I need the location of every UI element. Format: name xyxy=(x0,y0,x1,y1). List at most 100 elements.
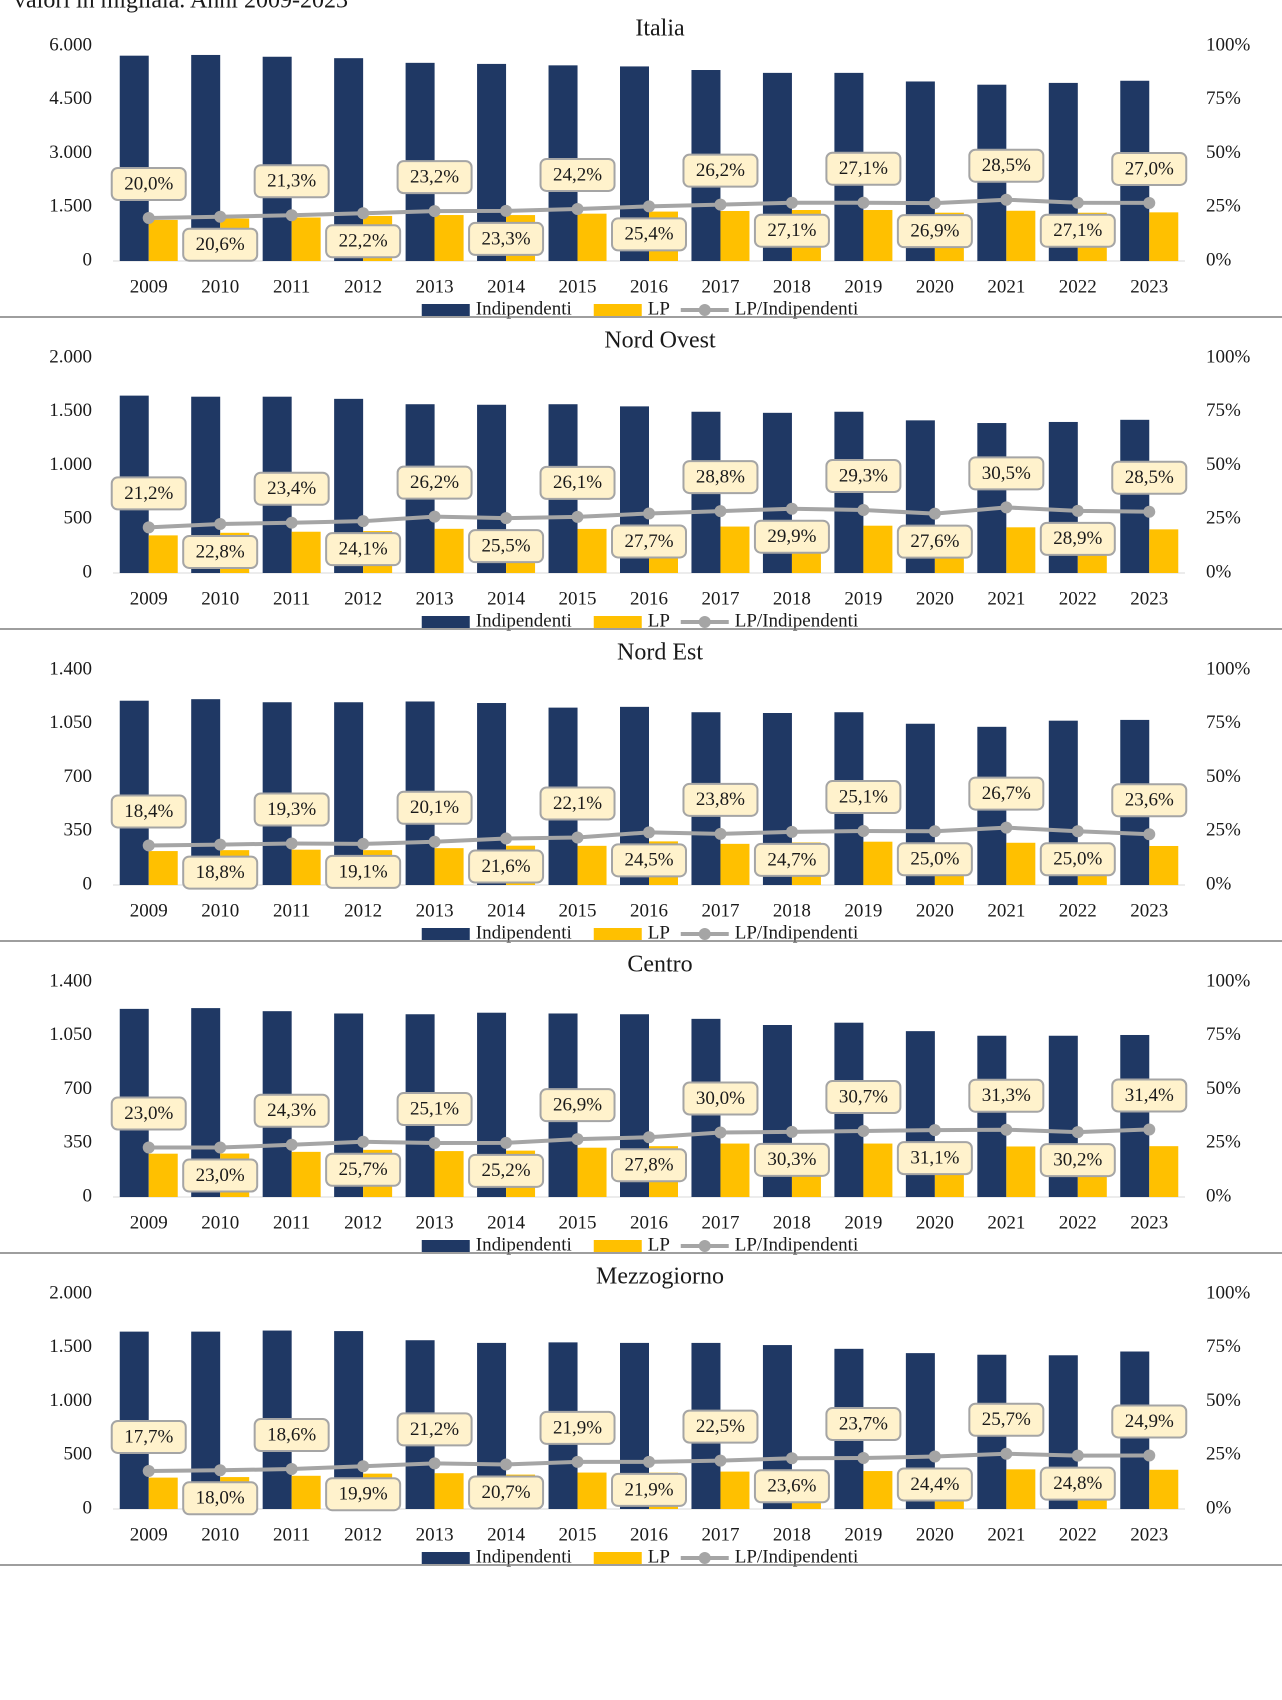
data-label: 31,3% xyxy=(982,1085,1031,1106)
line-marker xyxy=(714,827,727,840)
line-marker xyxy=(428,510,441,523)
label-box xyxy=(1039,1466,1116,1501)
x-tick-label: 2009 xyxy=(130,588,168,609)
bar xyxy=(720,843,750,885)
line-marker xyxy=(428,835,441,848)
line-marker xyxy=(285,209,298,222)
data-label: 23,0% xyxy=(196,1165,245,1186)
label-box xyxy=(1039,521,1116,556)
bar xyxy=(334,702,364,885)
bar xyxy=(1006,842,1036,885)
y-tick-label: 1.500 xyxy=(49,196,92,217)
data-label: 26,2% xyxy=(696,160,745,181)
x-tick-label: 2013 xyxy=(416,276,454,297)
bar xyxy=(434,1473,464,1509)
bar xyxy=(1006,1146,1036,1197)
bar xyxy=(191,1331,221,1509)
legend-swatch xyxy=(698,1240,711,1252)
label-box xyxy=(253,164,330,199)
legend-swatch xyxy=(698,928,711,940)
x-tick-label: 2010 xyxy=(201,1524,239,1545)
data-label: 23,6% xyxy=(767,1476,816,1497)
bar xyxy=(863,210,893,261)
line-marker xyxy=(142,1141,155,1154)
bar xyxy=(1120,1034,1150,1197)
y-tick-label: 700 xyxy=(64,1078,93,1099)
y-tick-label: 3.000 xyxy=(49,142,92,163)
label-box xyxy=(110,1096,187,1131)
data-label: 20,6% xyxy=(196,234,245,255)
bar xyxy=(1006,527,1036,573)
y-tick-label: 6.000 xyxy=(49,34,92,55)
label-box xyxy=(110,167,187,201)
data-label: 24,1% xyxy=(339,539,388,560)
data-label: 26,7% xyxy=(982,783,1031,804)
legend-label: Indipendenti xyxy=(476,610,572,631)
x-tick-label: 2022 xyxy=(1059,588,1097,609)
line-marker xyxy=(857,1124,870,1137)
x-tick-label: 2016 xyxy=(630,1212,668,1233)
data-label: 18,8% xyxy=(196,862,245,883)
y2-tick-label: 75% xyxy=(1206,1024,1241,1045)
label-box xyxy=(611,843,687,878)
x-tick-label: 2012 xyxy=(344,588,382,609)
label-box xyxy=(110,1419,187,1454)
line-marker xyxy=(857,825,870,838)
bar xyxy=(577,1472,607,1509)
y2-tick-label: 100% xyxy=(1206,346,1251,367)
line-marker xyxy=(357,515,370,528)
x-tick-label: 2012 xyxy=(344,276,382,297)
line-marker xyxy=(500,1136,513,1149)
data-label: 25,4% xyxy=(624,224,673,245)
bar xyxy=(863,1471,893,1509)
label-box xyxy=(968,1402,1045,1437)
x-tick-label: 2011 xyxy=(273,900,310,921)
label-box xyxy=(253,1418,330,1453)
data-label: 27,1% xyxy=(1053,220,1102,241)
legend-label: Indipendenti xyxy=(476,1234,572,1255)
y2-tick-label: 75% xyxy=(1206,88,1241,109)
bar xyxy=(191,699,221,885)
bar xyxy=(148,535,178,573)
line-marker xyxy=(785,502,798,515)
y2-tick-label: 0% xyxy=(1206,1497,1232,1518)
y-tick-label: 350 xyxy=(64,820,93,841)
y2-tick-label: 0% xyxy=(1206,561,1232,582)
data-label: 25,1% xyxy=(410,1098,459,1119)
data-label: 21,2% xyxy=(124,483,173,504)
y2-tick-label: 0% xyxy=(1206,1185,1232,1206)
y-tick-label: 1.400 xyxy=(49,658,92,679)
label-box xyxy=(539,157,616,192)
x-tick-label: 2013 xyxy=(416,1212,454,1233)
x-tick-label: 2018 xyxy=(773,1524,811,1545)
x-tick-label: 2015 xyxy=(559,588,597,609)
bar xyxy=(291,531,321,573)
bar xyxy=(148,219,178,261)
bar xyxy=(434,848,464,885)
data-label: 29,3% xyxy=(839,465,888,486)
x-tick-label: 2010 xyxy=(201,588,239,609)
bar xyxy=(577,528,607,573)
y-tick-label: 1.000 xyxy=(49,1390,92,1411)
line-marker xyxy=(643,507,655,520)
x-tick-label: 2021 xyxy=(987,276,1025,297)
x-tick-label: 2022 xyxy=(1059,276,1097,297)
label-box xyxy=(968,776,1045,811)
label-box xyxy=(896,1467,973,1502)
line-marker xyxy=(1000,193,1013,206)
line-marker xyxy=(428,205,441,218)
y2-tick-label: 50% xyxy=(1206,1390,1241,1411)
line-marker xyxy=(500,512,513,525)
legend-label: LP xyxy=(648,922,670,943)
legend-swatch xyxy=(593,304,642,316)
y2-tick-label: 50% xyxy=(1206,766,1241,787)
bar xyxy=(863,1143,893,1197)
x-tick-label: 2011 xyxy=(273,1212,310,1233)
data-label: 25,0% xyxy=(910,849,959,870)
line-marker xyxy=(1000,501,1013,514)
label-box xyxy=(1039,1143,1116,1178)
x-tick-label: 2023 xyxy=(1130,588,1168,609)
label-box xyxy=(753,519,830,554)
data-label: 25,1% xyxy=(839,786,888,807)
label-box xyxy=(1111,1404,1188,1439)
